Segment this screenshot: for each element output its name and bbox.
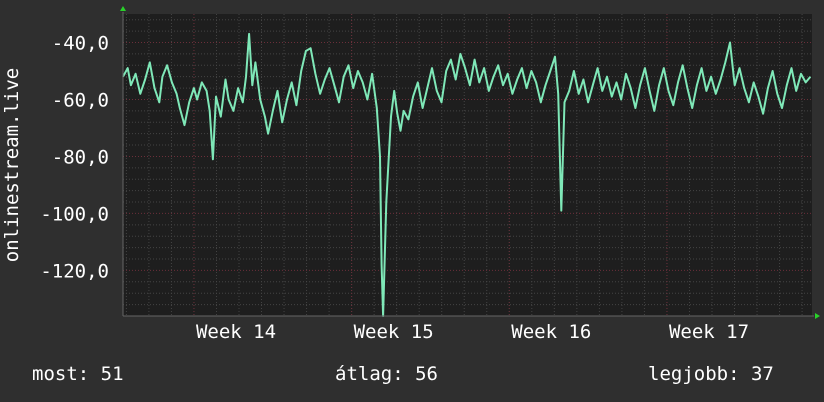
x-tick-label: Week 14 (196, 321, 276, 343)
best-value-stat: legjobb: 37 (648, 363, 774, 385)
x-axis-arrow (815, 313, 820, 319)
y-tick-label: -100,0 (40, 203, 109, 225)
plot-area (123, 14, 812, 316)
y-tick-label: -40,0 (52, 32, 109, 54)
x-tick-label: Week 15 (354, 321, 434, 343)
y-tick-label: -80,0 (52, 146, 109, 168)
y-axis-arrow (120, 6, 126, 11)
series-line (122, 32, 812, 317)
y-axis-label: onlinestream.live (1, 68, 23, 262)
average-value-stat: átlag: 56 (335, 363, 438, 385)
x-tick-label: Week 16 (511, 321, 591, 343)
y-tick-label: -120,0 (40, 260, 109, 282)
current-value-stat: most: 51 (32, 363, 124, 385)
x-tick-label: Week 17 (669, 321, 749, 343)
y-tick-label: -60,0 (52, 89, 109, 111)
